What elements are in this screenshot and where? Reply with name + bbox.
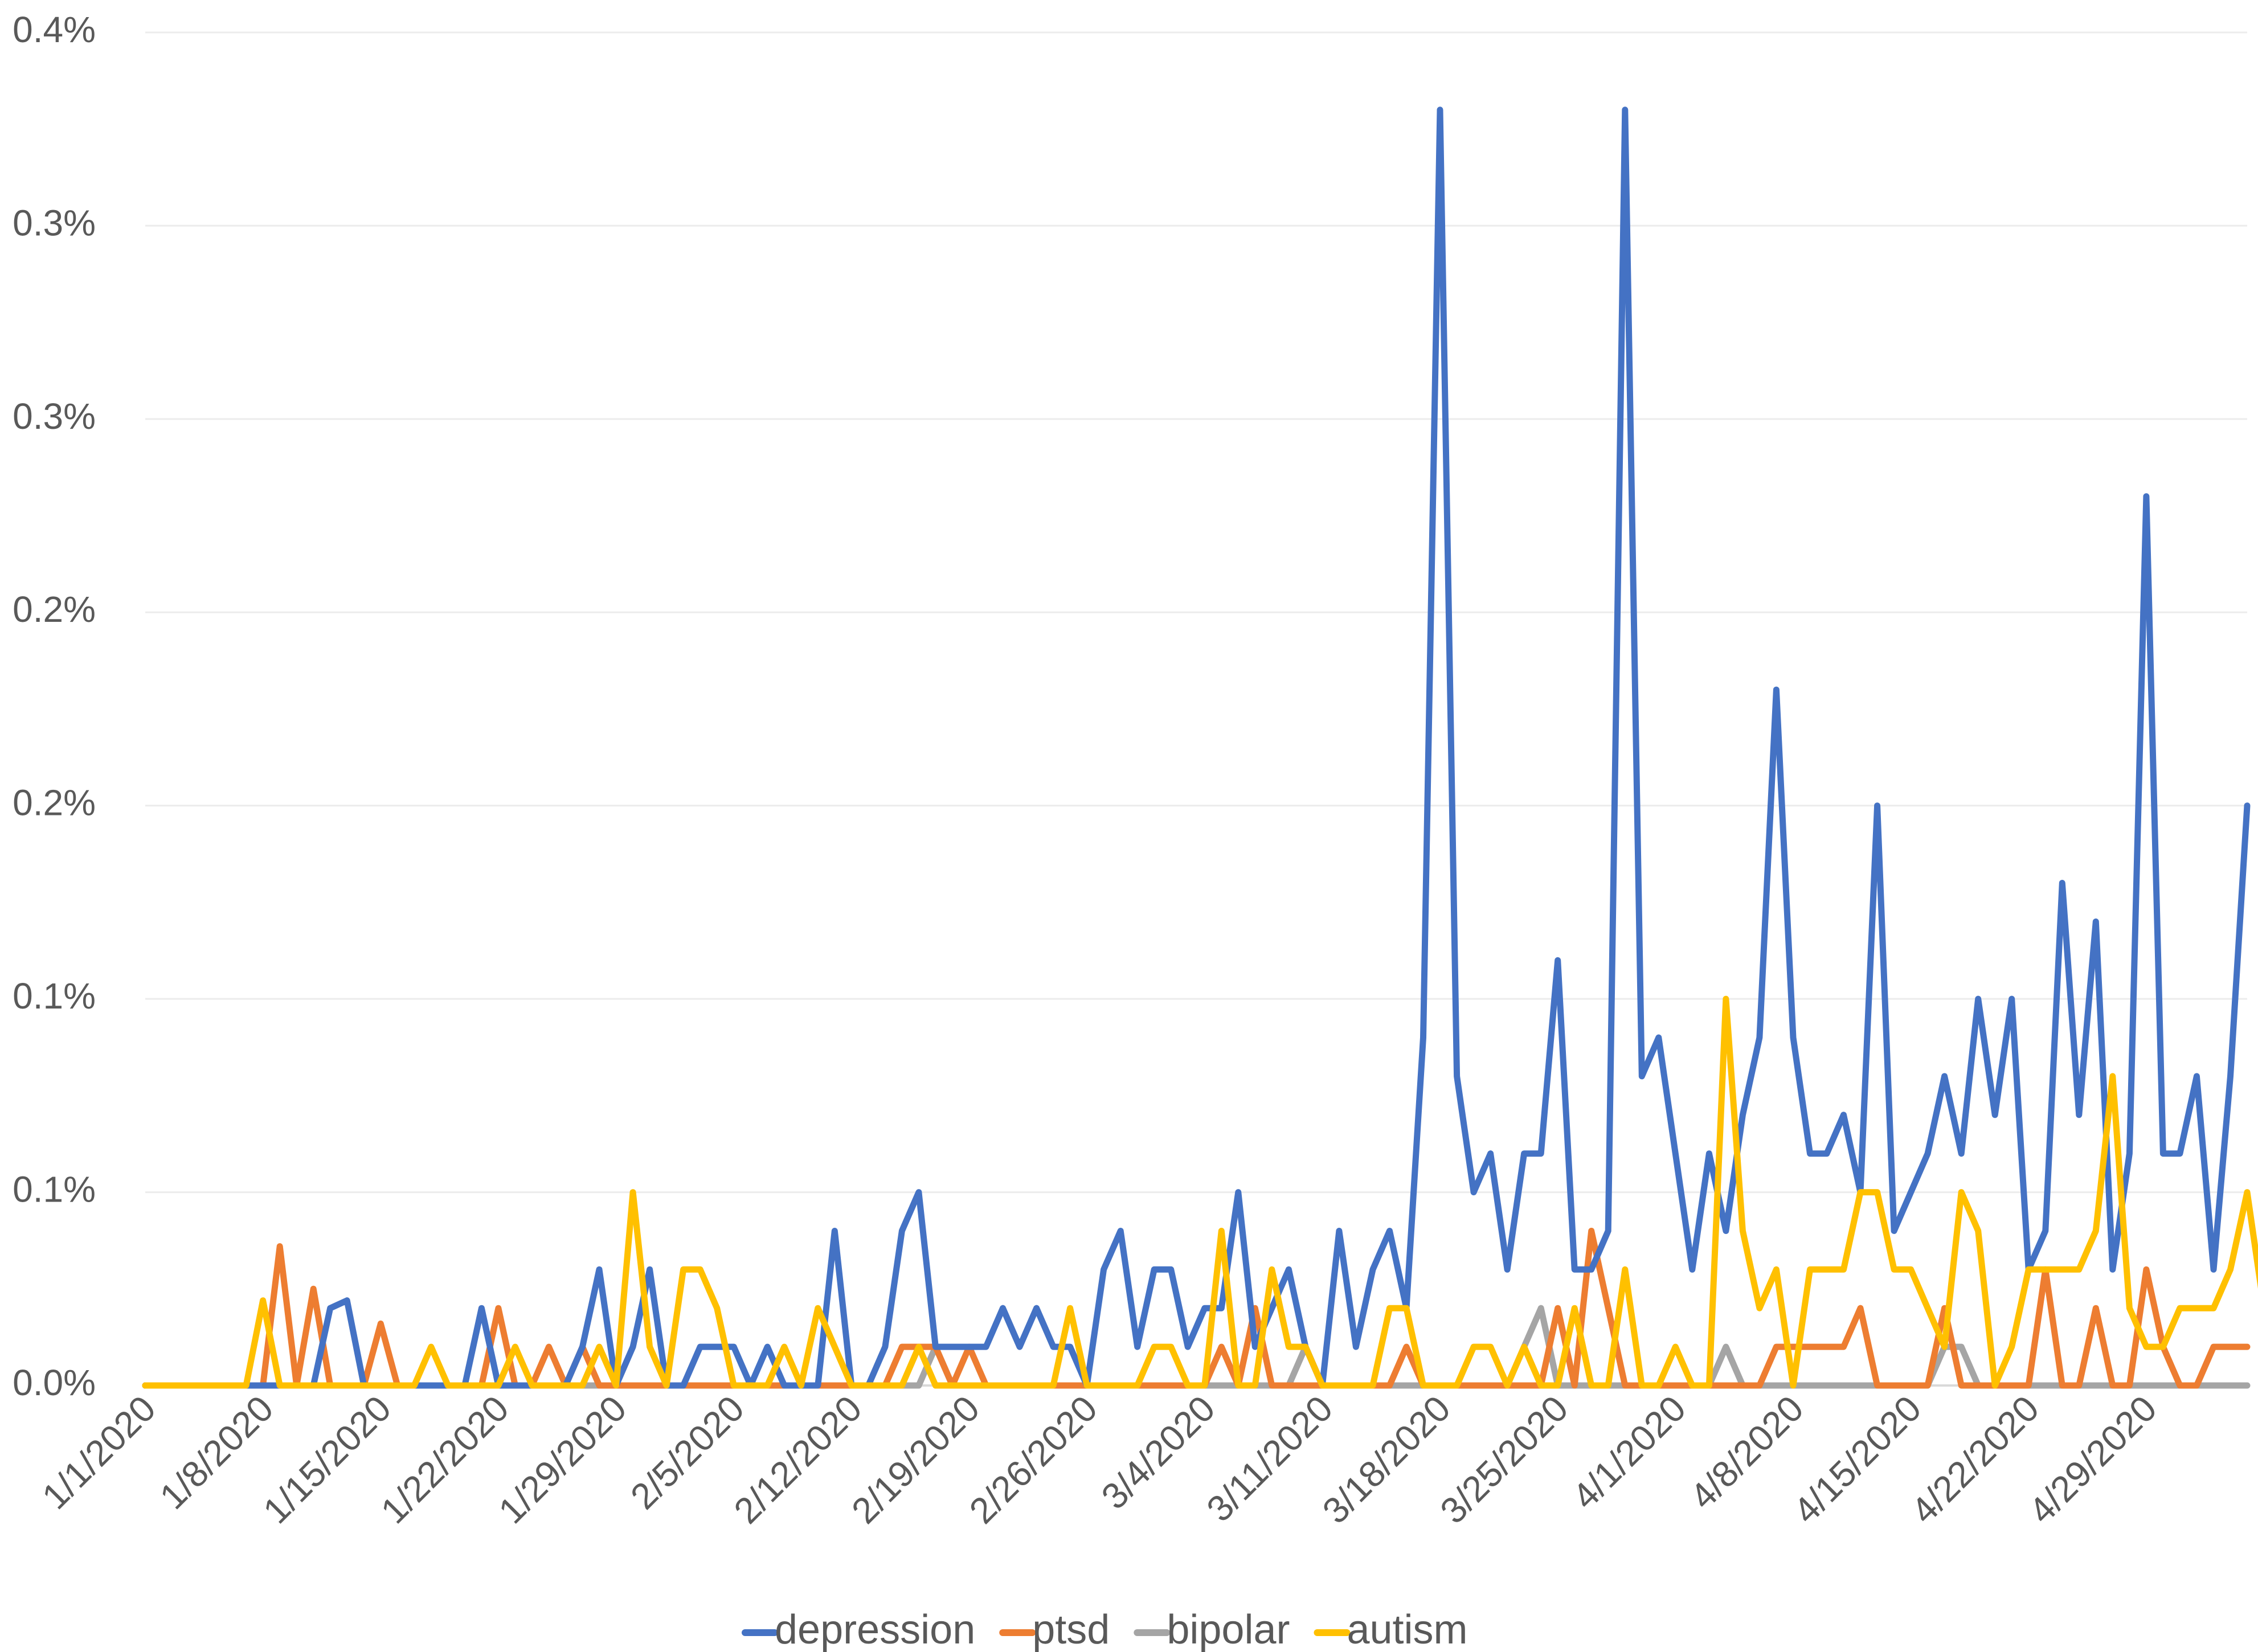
y-tick-label: 0.2% (13, 782, 96, 823)
y-tick-label: 0.4% (13, 9, 96, 50)
gridlines (145, 31, 2247, 1387)
y-tick-label: 0.0% (13, 1362, 96, 1403)
series-line-depression (142, 106, 2251, 1389)
y-axis-tick-labels: 0.0% 0.1% 0.1% 0.2% 0.2% 0.3% 0.3% 0.4% (13, 9, 96, 1403)
y-tick-label: 0.2% (13, 589, 96, 630)
x-tick-label: 2/26/2020 (962, 1388, 1105, 1531)
y-tick-label: 0.1% (13, 1169, 96, 1210)
x-tick-label: 4/15/2020 (1785, 1388, 1929, 1531)
x-tick-label: 4/29/2020 (2021, 1388, 2165, 1531)
x-tick-label: 4/1/2020 (1564, 1388, 1694, 1517)
legend-label-depression: depression (775, 1607, 975, 1652)
x-tick-label: 3/11/2020 (1198, 1388, 1340, 1530)
y-tick-label: 0.3% (13, 202, 96, 243)
series-lines (142, 106, 2258, 1389)
x-tick-label: 3/25/2020 (1432, 1388, 1576, 1531)
y-tick-label: 0.3% (13, 396, 96, 437)
x-tick-label: 1/22/2020 (373, 1388, 517, 1531)
series-line-autism (142, 995, 2258, 1389)
legend: depression ptsd bipolar autism (742, 1607, 1468, 1652)
x-tick-label: 2/12/2020 (726, 1388, 870, 1531)
legend-label-bipolar: bipolar (1167, 1607, 1290, 1652)
y-tick-label: 0.1% (13, 975, 96, 1016)
legend-label-autism: autism (1347, 1607, 1467, 1652)
x-tick-label: 2/19/2020 (844, 1388, 987, 1531)
x-tick-label: 1/29/2020 (490, 1388, 634, 1531)
x-tick-label: 1/15/2020 (255, 1388, 399, 1531)
x-axis-tick-labels: 1/1/20201/8/20201/15/20201/22/20201/29/2… (34, 1388, 2165, 1531)
series-line-ptsd (142, 1228, 2251, 1389)
x-tick-label: 1/1/2020 (34, 1388, 163, 1517)
legend-label-ptsd: ptsd (1032, 1607, 1110, 1652)
x-tick-label: 3/18/2020 (1315, 1388, 1458, 1531)
x-tick-label: 4/22/2020 (1903, 1388, 2047, 1531)
